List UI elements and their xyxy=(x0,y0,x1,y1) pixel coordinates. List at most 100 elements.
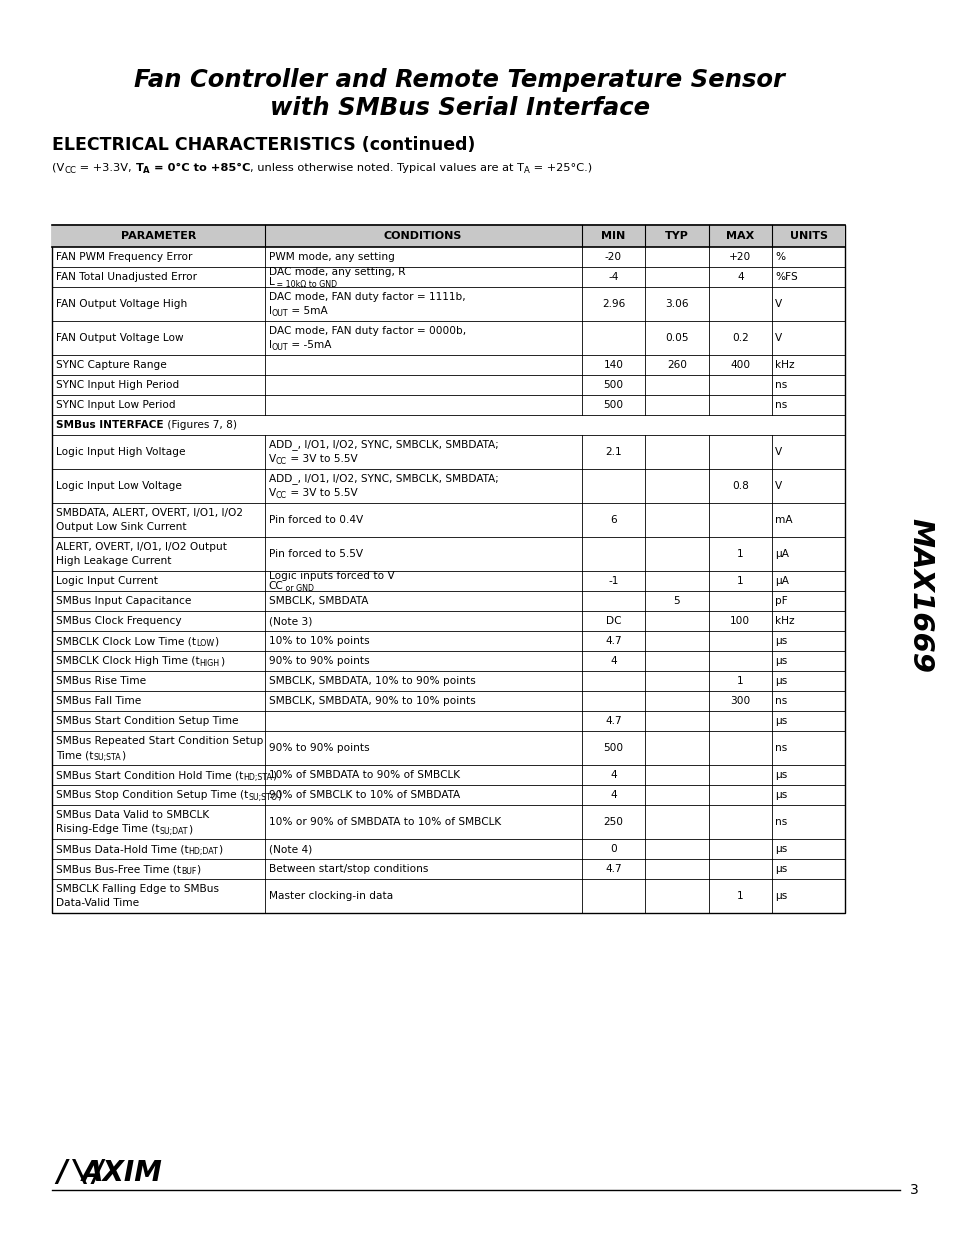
Text: Fan Controller and Remote Temperature Sensor: Fan Controller and Remote Temperature Se… xyxy=(134,68,784,91)
Text: SU;DAT: SU;DAT xyxy=(159,827,188,836)
Text: +20: +20 xyxy=(728,252,751,262)
Text: μs: μs xyxy=(774,636,786,646)
Text: LOW: LOW xyxy=(196,638,214,648)
Text: Logic Input Low Voltage: Logic Input Low Voltage xyxy=(56,480,182,492)
Text: (Note 4): (Note 4) xyxy=(268,844,312,853)
Text: 6: 6 xyxy=(610,515,616,525)
Text: = 3V to 5.5V: = 3V to 5.5V xyxy=(286,488,357,498)
Text: ): ) xyxy=(188,824,193,834)
Text: ns: ns xyxy=(774,380,786,390)
Text: ): ) xyxy=(277,790,281,800)
Text: SMBus Input Capacitance: SMBus Input Capacitance xyxy=(56,597,192,606)
Text: 1: 1 xyxy=(737,890,742,902)
Text: %FS: %FS xyxy=(774,272,797,282)
Text: OUT: OUT xyxy=(272,309,288,317)
Text: ): ) xyxy=(272,769,276,781)
Text: μA: μA xyxy=(774,576,788,585)
Text: Rising-Edge Time (t: Rising-Edge Time (t xyxy=(56,824,159,834)
Text: -20: -20 xyxy=(604,252,621,262)
Text: %: % xyxy=(774,252,784,262)
Text: = -5mA: = -5mA xyxy=(288,340,332,350)
Text: -4: -4 xyxy=(608,272,618,282)
Text: SMBCLK, SMBDATA: SMBCLK, SMBDATA xyxy=(268,597,368,606)
Text: SMBCLK Falling Edge to SMBus: SMBCLK Falling Edge to SMBus xyxy=(56,884,219,894)
Text: pF: pF xyxy=(774,597,787,606)
Text: ADD_, I/O1, I/O2, SYNC, SMBCLK, SMBDATA;: ADD_, I/O1, I/O2, SYNC, SMBCLK, SMBDATA; xyxy=(268,440,497,451)
Text: V: V xyxy=(268,488,275,498)
Text: SMBus Fall Time: SMBus Fall Time xyxy=(56,697,141,706)
Text: HD;DAT: HD;DAT xyxy=(189,847,218,856)
Text: FAN PWM Frequency Error: FAN PWM Frequency Error xyxy=(56,252,193,262)
Text: DAC mode, any setting, R: DAC mode, any setting, R xyxy=(268,267,405,277)
Text: ): ) xyxy=(121,750,125,760)
Text: 500: 500 xyxy=(602,380,623,390)
Text: Time (t: Time (t xyxy=(56,750,93,760)
Text: Logic inputs forced to V: Logic inputs forced to V xyxy=(268,571,394,580)
Text: SMBus Start Condition Hold Time (t: SMBus Start Condition Hold Time (t xyxy=(56,769,243,781)
Text: HD;STA: HD;STA xyxy=(243,773,272,782)
Text: BUF: BUF xyxy=(181,867,196,876)
Text: 4: 4 xyxy=(610,790,616,800)
Text: AXIM: AXIM xyxy=(82,1158,163,1187)
Text: SMBus Data Valid to SMBCLK: SMBus Data Valid to SMBCLK xyxy=(56,810,209,820)
Text: MIN: MIN xyxy=(600,231,625,241)
Text: 0.2: 0.2 xyxy=(731,333,748,343)
Text: SMBus INTERFACE: SMBus INTERFACE xyxy=(56,420,164,430)
Text: L: L xyxy=(268,277,274,287)
Text: 5: 5 xyxy=(673,597,679,606)
Text: High Leakage Current: High Leakage Current xyxy=(56,556,172,566)
Text: ns: ns xyxy=(774,400,786,410)
Text: μs: μs xyxy=(774,716,786,726)
Text: 10% or 90% of SMBDATA to 10% of SMBCLK: 10% or 90% of SMBDATA to 10% of SMBCLK xyxy=(268,818,500,827)
Text: I: I xyxy=(268,306,272,316)
Text: OUT: OUT xyxy=(272,343,288,352)
Text: 10% to 10% points: 10% to 10% points xyxy=(268,636,369,646)
Text: SMBus Start Condition Setup Time: SMBus Start Condition Setup Time xyxy=(56,716,238,726)
Text: PARAMETER: PARAMETER xyxy=(120,231,195,241)
Text: 90% of SMBCLK to 10% of SMBDATA: 90% of SMBCLK to 10% of SMBDATA xyxy=(268,790,459,800)
Text: SMBDATA, ALERT, OVERT, I/O1, I/O2: SMBDATA, ALERT, OVERT, I/O1, I/O2 xyxy=(56,508,243,517)
Bar xyxy=(52,225,844,247)
Text: 0.05: 0.05 xyxy=(664,333,688,343)
Text: 4: 4 xyxy=(737,272,742,282)
Text: μs: μs xyxy=(774,790,786,800)
Text: mA: mA xyxy=(774,515,792,525)
Text: -1: -1 xyxy=(608,576,618,585)
Text: = 3V to 5.5V: = 3V to 5.5V xyxy=(286,454,357,464)
Text: CC: CC xyxy=(275,492,286,500)
Text: SMBCLK, SMBDATA, 90% to 10% points: SMBCLK, SMBDATA, 90% to 10% points xyxy=(268,697,475,706)
Text: V: V xyxy=(774,333,781,343)
Text: 10% of SMBDATA to 90% of SMBCLK: 10% of SMBDATA to 90% of SMBCLK xyxy=(268,769,459,781)
Text: DAC mode, FAN duty factor = 0000b,: DAC mode, FAN duty factor = 0000b, xyxy=(268,326,465,336)
Text: μs: μs xyxy=(774,890,786,902)
Text: SMBus Stop Condition Setup Time (t: SMBus Stop Condition Setup Time (t xyxy=(56,790,248,800)
Text: 4.7: 4.7 xyxy=(604,636,621,646)
Text: CC: CC xyxy=(64,165,76,175)
Text: I: I xyxy=(268,340,272,350)
Text: = +25°C.): = +25°C.) xyxy=(530,163,592,173)
Bar xyxy=(52,225,844,913)
Text: UNITS: UNITS xyxy=(789,231,826,241)
Text: kHz: kHz xyxy=(774,359,794,370)
Text: /\/: /\/ xyxy=(52,1158,107,1188)
Text: ns: ns xyxy=(774,743,786,753)
Text: 4: 4 xyxy=(610,769,616,781)
Text: μA: μA xyxy=(774,550,788,559)
Text: Logic Input High Voltage: Logic Input High Voltage xyxy=(56,447,185,457)
Text: ): ) xyxy=(219,656,224,666)
Text: A: A xyxy=(143,165,150,175)
Text: SMBus Bus-Free Time (t: SMBus Bus-Free Time (t xyxy=(56,864,181,874)
Text: (Figures 7, 8): (Figures 7, 8) xyxy=(164,420,236,430)
Text: (V: (V xyxy=(52,163,64,173)
Text: μs: μs xyxy=(774,769,786,781)
Text: or GND: or GND xyxy=(283,584,314,593)
Text: FAN Output Voltage High: FAN Output Voltage High xyxy=(56,299,187,309)
Text: 1: 1 xyxy=(737,550,742,559)
Text: ALERT, OVERT, I/O1, I/O2 Output: ALERT, OVERT, I/O1, I/O2 Output xyxy=(56,542,227,552)
Text: V: V xyxy=(268,454,275,464)
Text: Pin forced to 0.4V: Pin forced to 0.4V xyxy=(268,515,362,525)
Text: HIGH: HIGH xyxy=(199,659,219,668)
Text: CC: CC xyxy=(275,457,286,466)
Text: 2.1: 2.1 xyxy=(604,447,621,457)
Text: 1: 1 xyxy=(737,676,742,685)
